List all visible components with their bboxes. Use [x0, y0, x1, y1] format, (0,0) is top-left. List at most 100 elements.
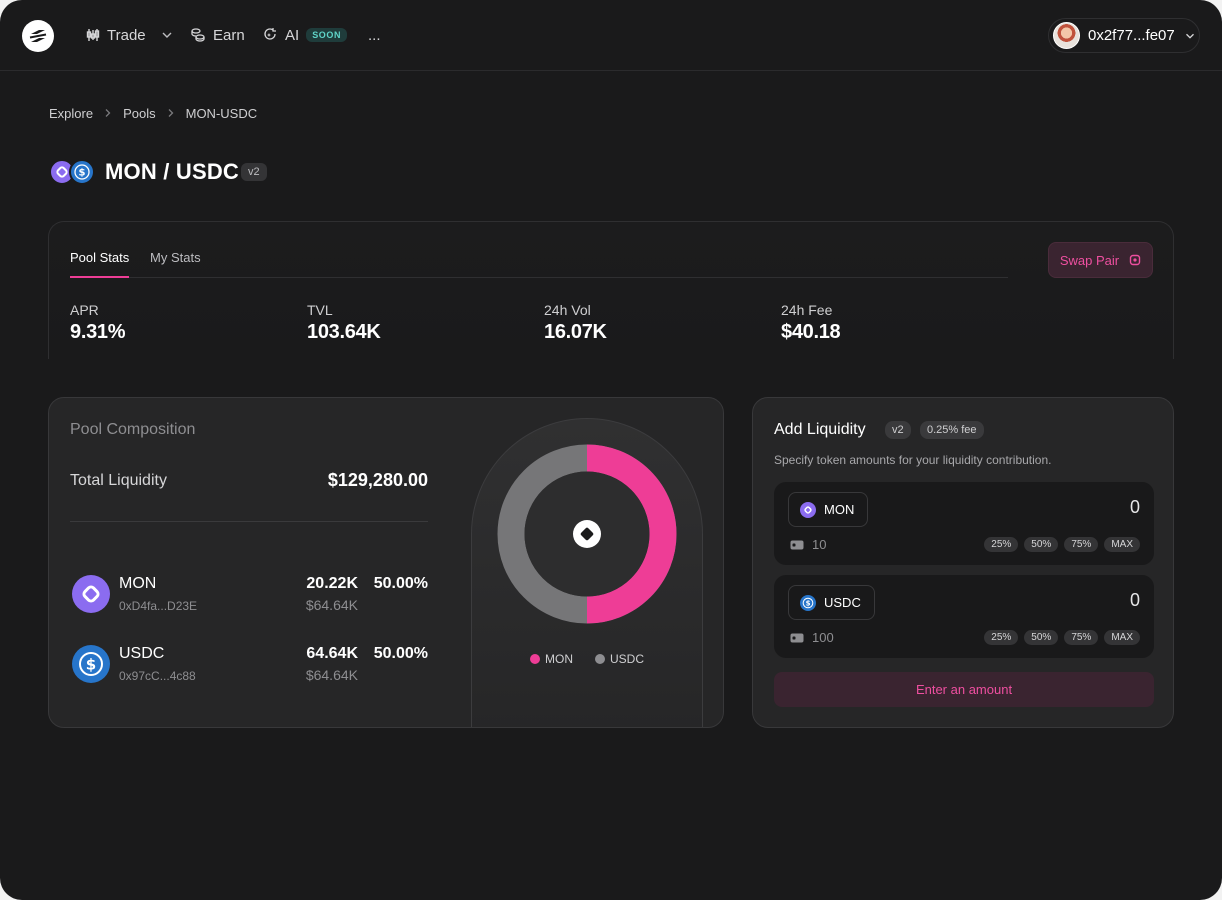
swap-pair-button[interactable]: Swap Pair — [1048, 242, 1153, 278]
nav-ai[interactable]: AI SOON — [262, 24, 348, 46]
usdc-token-icon: $ — [69, 159, 95, 185]
pool-composition-panel: Pool Composition Total Liquidity $129,28… — [48, 397, 724, 728]
pct-75-button[interactable]: 75% — [1064, 537, 1099, 552]
soon-badge: SOON — [306, 28, 348, 42]
svg-text:$: $ — [79, 168, 86, 179]
wallet-icon — [790, 633, 804, 642]
avatar — [1053, 22, 1080, 49]
breadcrumb-explore[interactable]: Explore — [49, 106, 94, 121]
svg-text:$: $ — [806, 599, 811, 607]
legend-item-mon: MON — [530, 652, 573, 666]
svg-text:$: $ — [86, 656, 96, 674]
token-symbol: USDC — [824, 595, 861, 610]
token-amount: 20.22K — [306, 575, 358, 592]
token-usd-value: $64.64K — [305, 667, 358, 683]
stat-24h-fee: 24h Fee $40.18 — [781, 302, 841, 344]
stat-value: $40.18 — [781, 321, 841, 343]
add-liquidity-subtitle: Specify token amounts for your liquidity… — [774, 453, 1052, 467]
wallet-icon — [790, 540, 804, 549]
token-amount: 64.64K — [306, 645, 358, 662]
tab-divider — [70, 277, 1008, 278]
wallet-address: 0x2f77...fe07 — [1088, 27, 1175, 44]
donut-segment-mon — [586, 444, 677, 624]
legend-dot — [595, 654, 605, 664]
active-tab-indicator — [70, 276, 129, 278]
token-address[interactable]: 0xD4fa...D23E — [119, 599, 198, 613]
token-input-box-mon: MON 0 10 25% 50% 75% MAX — [774, 482, 1154, 565]
percent-buttons: 25% 50% 75% MAX — [984, 630, 1140, 645]
amount-input-usdc[interactable]: 0 — [1129, 590, 1140, 610]
token-symbol: USDC — [119, 645, 165, 662]
add-liquidity-panel: Add Liquidity v2 0.25% fee Specify token… — [752, 397, 1174, 728]
fee-badge: 0.25% fee — [920, 421, 984, 439]
percent-buttons: 25% 50% 75% MAX — [984, 537, 1140, 552]
candlestick-chart-icon — [86, 29, 100, 41]
pair-icons: $ — [49, 159, 97, 187]
stat-24h-vol: 24h Vol 16.07K — [544, 302, 607, 344]
divider — [70, 521, 428, 522]
token-selector-usdc[interactable]: $ USDC — [788, 585, 875, 620]
version-badge: v2 — [885, 421, 911, 439]
nav-ai-label: AI — [285, 26, 300, 44]
usdc-token-icon: $ — [800, 594, 816, 611]
nav-earn-label: Earn — [213, 26, 245, 44]
pct-50-button[interactable]: 50% — [1024, 630, 1059, 645]
coins-icon — [191, 28, 205, 42]
wallet-balance: 100 — [790, 630, 834, 645]
max-button[interactable]: MAX — [1104, 537, 1140, 552]
legend-label: MON — [545, 652, 573, 666]
breadcrumb: Explore Pools MON-USDC — [49, 106, 257, 121]
amount-input-mon[interactable]: 0 — [1129, 497, 1140, 517]
usdc-token-icon: $ — [72, 645, 110, 683]
token-percent: 50.00% — [373, 645, 428, 662]
breadcrumb-current: MON-USDC — [185, 106, 258, 121]
chevron-down-icon — [162, 32, 172, 38]
token-selector-mon[interactable]: MON — [788, 492, 869, 527]
stat-apr: APR 9.31% — [70, 302, 126, 344]
nav-earn[interactable]: Earn — [190, 24, 245, 46]
donut-chart — [497, 444, 677, 624]
token-address[interactable]: 0x97cC...4c88 — [119, 669, 196, 683]
pct-25-button[interactable]: 25% — [984, 537, 1019, 552]
pct-50-button[interactable]: 50% — [1024, 537, 1059, 552]
composition-title: Pool Composition — [70, 421, 196, 438]
wallet-balance: 10 — [790, 537, 826, 552]
nav-more-button[interactable]: ... — [368, 24, 381, 46]
max-button[interactable]: MAX — [1104, 630, 1140, 645]
stat-label: TVL — [307, 302, 333, 318]
stat-label: APR — [70, 302, 99, 318]
balance-value: 10 — [812, 537, 827, 552]
chart-legend: MON USDC — [530, 652, 644, 666]
swap-pair-label: Swap Pair — [1059, 252, 1120, 268]
token-symbol: MON — [119, 575, 157, 592]
donut-chart-container — [471, 418, 703, 727]
stat-label: 24h Fee — [781, 302, 833, 318]
chevron-right-icon — [166, 107, 176, 121]
brand-logo-icon[interactable] — [22, 20, 54, 52]
chevron-right-icon — [103, 107, 113, 121]
wallet-button[interactable]: 0x2f77...fe07 — [1048, 18, 1200, 53]
tab-my-stats[interactable]: My Stats — [150, 250, 201, 265]
token-row-mon: MON 0xD4fa...D23E 20.22K $64.64K 50.00% — [70, 575, 428, 619]
stat-value: 16.07K — [544, 321, 607, 343]
top-nav: Trade Earn AI SOON ... 0x2f77...fe07 — [0, 0, 1222, 71]
token-usd-value: $64.64K — [305, 597, 358, 613]
breadcrumb-pools[interactable]: Pools — [123, 106, 156, 121]
pct-25-button[interactable]: 25% — [984, 630, 1019, 645]
nav-more-label: ... — [368, 26, 381, 44]
total-liquidity-label: Total Liquidity — [70, 472, 167, 489]
pct-75-button[interactable]: 75% — [1064, 630, 1099, 645]
token-percent: 50.00% — [373, 575, 428, 592]
tab-pool-stats[interactable]: Pool Stats — [70, 250, 130, 265]
stat-value: 103.64K — [307, 321, 381, 343]
stat-value: 9.31% — [70, 321, 126, 343]
nav-trade[interactable]: Trade — [86, 24, 175, 46]
stat-tvl: TVL 103.64K — [307, 302, 381, 344]
version-badge: v2 — [241, 163, 267, 181]
legend-item-usdc: USDC — [595, 652, 644, 666]
token-input-box-usdc: $ USDC 0 100 25% 50% 75% MAX — [774, 575, 1154, 658]
mon-token-icon — [800, 501, 816, 518]
nav-trade-label: Trade — [107, 26, 146, 44]
enter-amount-button[interactable]: Enter an amount — [774, 672, 1154, 707]
